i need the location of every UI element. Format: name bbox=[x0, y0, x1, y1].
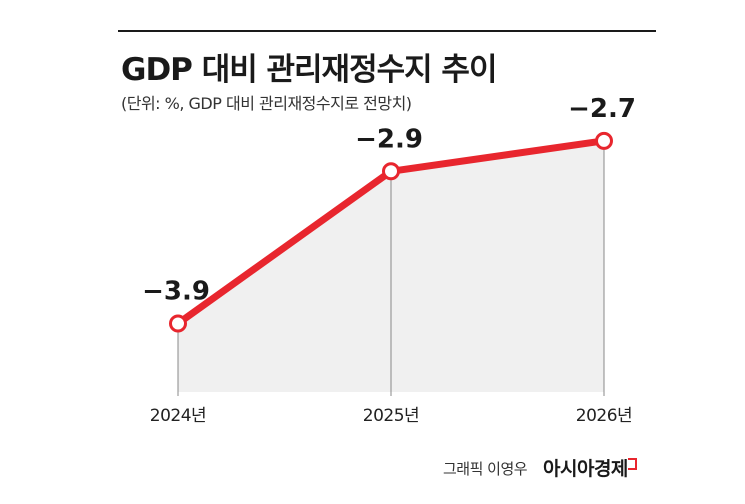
point-layer bbox=[169, 131, 613, 333]
x-tick-label-2: 2026년 bbox=[576, 406, 632, 426]
label-layer: −3.9 2024년 −2.9 2025년 −2.7 2026년 bbox=[142, 94, 636, 426]
graphic-credit: 그래픽 이영우 bbox=[443, 460, 528, 478]
data-point-1 bbox=[382, 162, 400, 181]
data-label-1: −2.9 bbox=[355, 124, 423, 154]
data-label-0: −3.9 bbox=[142, 277, 210, 307]
data-point-0 bbox=[169, 314, 187, 333]
chart-subtitle: (단위: %, GDP 대비 관리재정수지로 전망치) bbox=[121, 94, 412, 113]
brand-mark-icon bbox=[628, 458, 637, 470]
x-tick-label-0: 2024년 bbox=[150, 406, 206, 426]
guide-layer bbox=[177, 140, 605, 396]
brand-logo: 아시아경제 bbox=[543, 458, 628, 480]
x-tick-label-1: 2025년 bbox=[363, 406, 419, 426]
data-label-2: −2.7 bbox=[568, 94, 636, 124]
top-rule bbox=[118, 30, 656, 32]
chart-title: GDP 대비 관리재정수지 추이 bbox=[121, 52, 497, 88]
data-point-2 bbox=[595, 131, 613, 150]
